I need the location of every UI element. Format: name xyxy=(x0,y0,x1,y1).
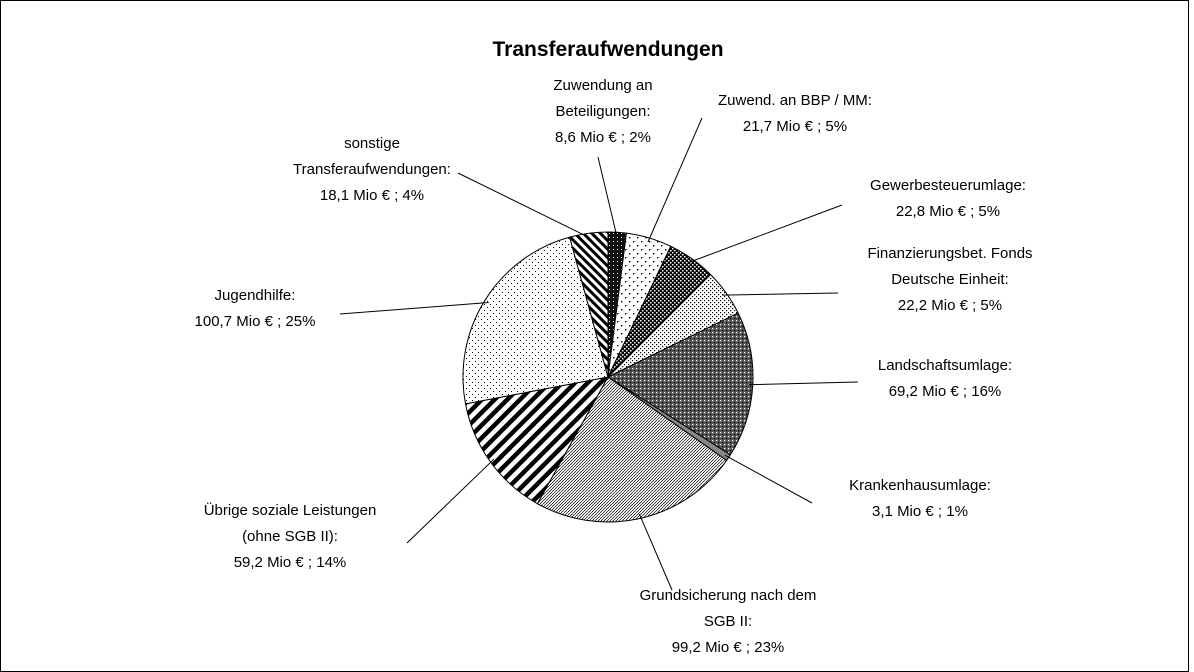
pie-slice xyxy=(462,236,609,405)
leader-line xyxy=(724,454,813,504)
slice-label: sonstige Transferaufwendungen: xyxy=(293,135,451,178)
pie-slice xyxy=(464,376,609,505)
value-label: 3,1 Mio € ; 1% xyxy=(872,503,968,520)
leader-line xyxy=(748,381,859,386)
value-label: 18,1 Mio € ; 4% xyxy=(320,187,424,204)
leader-line xyxy=(689,204,843,263)
slice-label: Krankenhausumlage: xyxy=(849,477,991,494)
leader-line xyxy=(647,117,703,243)
chart-title: Transferaufwendungen xyxy=(492,38,723,61)
slice-label: Zuwendung an Beteiligungen: xyxy=(553,77,652,120)
slice-label: Jugendhilfe: xyxy=(215,287,296,304)
slice-label: Landschaftsumlage: xyxy=(878,357,1012,374)
slice-label: Übrige soziale Leistungen (ohne SGB II): xyxy=(204,501,377,545)
leader-line xyxy=(457,172,590,239)
pie-slice xyxy=(569,231,609,378)
leader-line xyxy=(638,513,673,591)
slice-label: Gewerbesteuerumlage: xyxy=(870,177,1026,194)
value-label: 22,8 Mio € ; 5% xyxy=(896,203,1000,220)
value-label: 100,7 Mio € ; 25% xyxy=(195,313,316,330)
value-label: 22,2 Mio € ; 5% xyxy=(898,297,1002,314)
slice-label: Finanzierungsbet. Fonds Deutsche Einheit: xyxy=(867,245,1032,288)
leader-line xyxy=(597,156,618,237)
value-label: 69,2 Mio € ; 16% xyxy=(889,383,1002,400)
value-label: 8,6 Mio € ; 2% xyxy=(555,129,651,146)
pie-slice xyxy=(536,376,728,523)
slice-label: Grundsicherung nach dem SGB II: xyxy=(640,587,817,630)
value-label: 21,7 Mio € ; 5% xyxy=(743,118,847,135)
value-label: 99,2 Mio € ; 23% xyxy=(672,639,785,656)
leader-line xyxy=(722,292,839,296)
slice-label: Zuwend. an BBP / MM: xyxy=(718,92,872,109)
leader-line xyxy=(406,458,495,544)
value-label: 59,2 Mio € ; 14% xyxy=(234,554,347,571)
leader-line xyxy=(339,301,489,315)
